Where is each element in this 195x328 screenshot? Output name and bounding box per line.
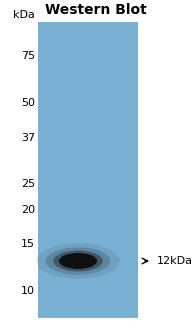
Text: 37: 37 — [21, 133, 35, 143]
Ellipse shape — [46, 247, 110, 275]
Text: 75: 75 — [21, 51, 35, 61]
Ellipse shape — [36, 243, 120, 278]
Text: Western Blot: Western Blot — [45, 3, 147, 17]
Text: 20: 20 — [21, 205, 35, 215]
Ellipse shape — [59, 253, 97, 269]
Text: 10: 10 — [21, 286, 35, 296]
Ellipse shape — [53, 251, 103, 271]
Bar — [38, 22, 138, 318]
Text: 50: 50 — [21, 98, 35, 108]
Text: 25: 25 — [21, 179, 35, 189]
Text: 12kDa: 12kDa — [157, 256, 193, 266]
Text: kDa: kDa — [13, 10, 35, 20]
Text: 15: 15 — [21, 239, 35, 249]
